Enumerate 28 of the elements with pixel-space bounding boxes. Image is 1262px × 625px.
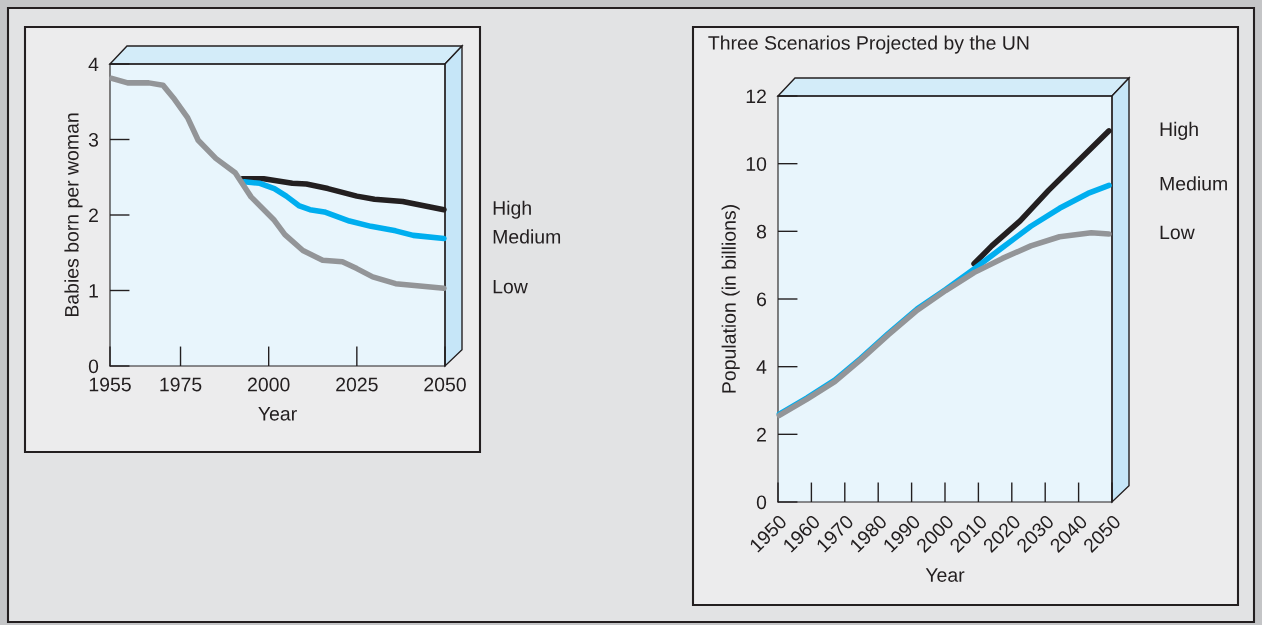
y-tick-label: 4: [756, 360, 767, 374]
y-tick-label: 3: [88, 132, 99, 147]
y-tick-label: 12: [746, 89, 766, 104]
x-axis-title: Year: [258, 407, 297, 421]
x-tick-label: 2025: [336, 377, 378, 392]
chart-title: Three Scenarios Projected by the UN: [708, 35, 1029, 54]
x-axis-title: Year: [925, 568, 965, 582]
text: High: [1160, 121, 1198, 140]
y-axis-title: Babies born per woman: [64, 113, 83, 317]
text: Medium: [1160, 176, 1227, 191]
y-tick-label: 1: [89, 284, 98, 298]
text: Low: [1160, 225, 1195, 240]
x-tick-label: 2000: [248, 377, 290, 392]
text: Low: [493, 279, 528, 294]
y-tick-label: 2: [757, 427, 766, 442]
text: Medium: [493, 229, 561, 244]
y-axis-title: Population (in billions): [721, 205, 740, 393]
y-tick-label: 8: [756, 224, 767, 239]
x-tick-label: 1975: [160, 377, 202, 392]
x-tick-label: 2050: [424, 377, 466, 392]
y-tick-label: 0: [756, 495, 767, 510]
text: High: [493, 200, 531, 219]
y-tick-label: 4: [88, 57, 99, 72]
y-tick-label: 2: [89, 208, 98, 223]
y-tick-label: 10: [746, 157, 767, 171]
x-tick-label: 1955: [89, 377, 131, 392]
y-tick-label: 0: [88, 359, 99, 374]
y-tick-label: 6: [757, 292, 767, 307]
